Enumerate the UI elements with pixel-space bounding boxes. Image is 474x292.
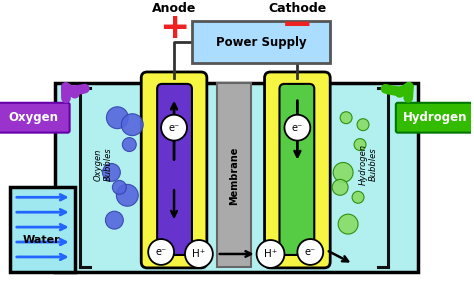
Text: Oxygen: Oxygen	[9, 111, 59, 124]
Text: Anode: Anode	[152, 2, 196, 15]
Text: H⁺: H⁺	[264, 249, 277, 259]
Circle shape	[105, 211, 123, 229]
Text: Oxygen
Bubbles: Oxygen Bubbles	[94, 148, 113, 181]
Circle shape	[354, 139, 366, 151]
Text: e⁻: e⁻	[292, 123, 303, 133]
FancyBboxPatch shape	[264, 72, 330, 268]
Circle shape	[340, 216, 356, 232]
FancyBboxPatch shape	[157, 84, 192, 255]
Circle shape	[125, 118, 139, 132]
Circle shape	[338, 110, 354, 126]
Text: e⁻: e⁻	[305, 247, 316, 257]
Text: Cathode: Cathode	[268, 2, 327, 15]
Text: Power Supply: Power Supply	[216, 36, 306, 49]
Text: Membrane: Membrane	[229, 146, 239, 205]
Text: H⁺: H⁺	[192, 249, 206, 259]
Circle shape	[104, 166, 118, 179]
Circle shape	[185, 240, 213, 268]
Text: Hydrogen: Hydrogen	[402, 111, 467, 124]
Text: +: +	[159, 11, 189, 45]
FancyBboxPatch shape	[0, 103, 70, 133]
Text: −: −	[281, 6, 314, 44]
Circle shape	[297, 239, 323, 265]
Bar	[55, 83, 418, 272]
Circle shape	[348, 187, 368, 207]
Circle shape	[332, 179, 348, 195]
Bar	[217, 83, 251, 267]
FancyBboxPatch shape	[141, 72, 207, 268]
Circle shape	[112, 180, 126, 194]
Text: Hydrogen
Bubbles: Hydrogen Bubbles	[358, 144, 378, 185]
FancyBboxPatch shape	[280, 84, 314, 255]
Circle shape	[148, 239, 174, 265]
Text: e⁻: e⁻	[168, 123, 180, 133]
Circle shape	[333, 162, 353, 182]
Circle shape	[161, 115, 187, 140]
FancyArrowPatch shape	[385, 87, 409, 98]
Circle shape	[284, 115, 310, 140]
FancyBboxPatch shape	[192, 21, 330, 63]
Text: e⁻: e⁻	[155, 247, 167, 257]
Circle shape	[110, 111, 124, 125]
Circle shape	[116, 184, 138, 206]
FancyBboxPatch shape	[396, 103, 474, 133]
Text: Water: Water	[23, 235, 61, 245]
Circle shape	[256, 240, 284, 268]
Circle shape	[118, 134, 140, 156]
Circle shape	[353, 115, 373, 135]
Bar	[10, 187, 74, 272]
FancyArrowPatch shape	[66, 87, 85, 98]
